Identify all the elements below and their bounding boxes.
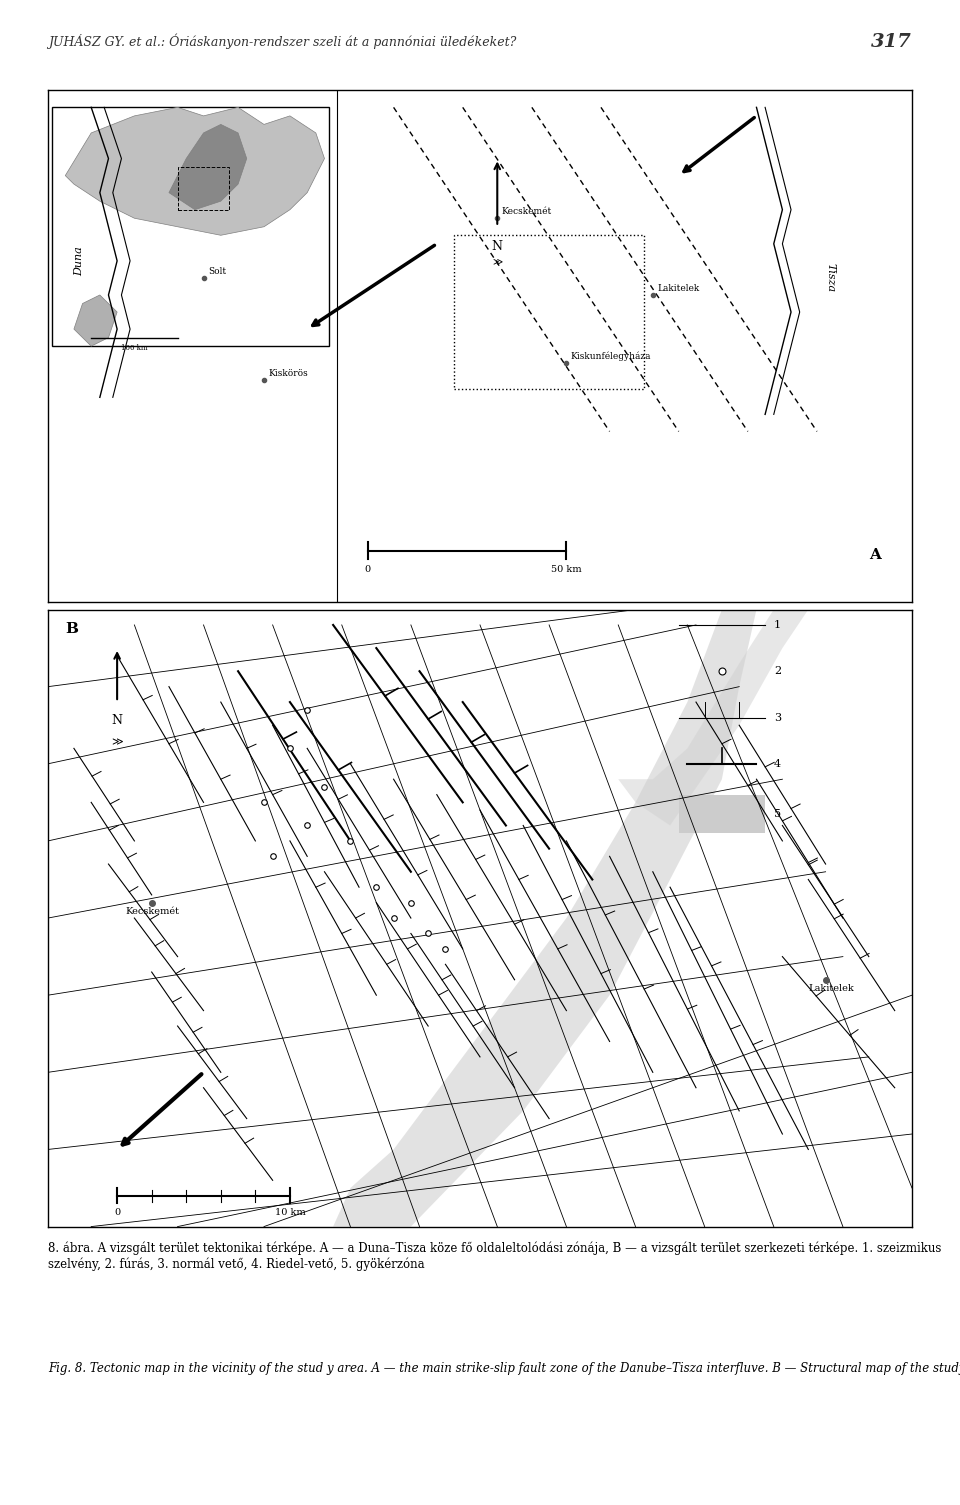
Text: Duna: Duna — [74, 245, 84, 275]
Text: ≫: ≫ — [492, 257, 502, 266]
Text: B: B — [65, 622, 79, 635]
Text: Kiskunfélegyháza: Kiskunfélegyháza — [570, 352, 651, 361]
Text: 5: 5 — [774, 808, 780, 819]
Text: ≫: ≫ — [111, 737, 123, 746]
Polygon shape — [74, 295, 117, 346]
Text: 8. ábra. A vizsgált terület tektonikai térképe. A — a Duna–Tisza köze fő oldalel: 8. ábra. A vizsgált terület tektonikai t… — [48, 1242, 942, 1270]
Text: 4: 4 — [774, 759, 780, 769]
Polygon shape — [65, 107, 324, 235]
Text: 10 km: 10 km — [275, 1209, 305, 1218]
Text: Kiskörös: Kiskörös — [269, 369, 308, 378]
PathPatch shape — [618, 610, 808, 825]
FancyBboxPatch shape — [52, 107, 328, 346]
Text: 0: 0 — [114, 1209, 120, 1218]
Text: 2: 2 — [774, 667, 780, 676]
Text: 317: 317 — [871, 33, 912, 51]
Text: A: A — [869, 548, 880, 563]
Text: 1: 1 — [774, 620, 780, 631]
Text: Lakitelek: Lakitelek — [808, 984, 854, 993]
Text: 3: 3 — [774, 712, 780, 722]
Polygon shape — [169, 125, 247, 209]
PathPatch shape — [333, 610, 756, 1227]
Text: JUHÁSZ GY. et al.: Óriáskanyon-rendszer szeli át a pannóniai üledékeket?: JUHÁSZ GY. et al.: Óriáskanyon-rendszer … — [48, 33, 516, 48]
Text: 100 km: 100 km — [121, 345, 148, 352]
Text: 0: 0 — [365, 566, 371, 573]
Text: Lakitelek: Lakitelek — [657, 284, 700, 292]
Text: Solt: Solt — [207, 266, 226, 275]
FancyBboxPatch shape — [679, 795, 765, 834]
Text: 50 km: 50 km — [551, 566, 582, 573]
Text: Kecskemét: Kecskemét — [126, 908, 180, 917]
Text: N: N — [111, 713, 123, 727]
Text: Fig. 8. Tectonic map in the vicinity of the stud y area. A — the main strike-sli: Fig. 8. Tectonic map in the vicinity of … — [48, 1362, 960, 1376]
Text: Tisza: Tisza — [826, 263, 835, 292]
Text: Kecskemét: Kecskemét — [501, 208, 552, 215]
Text: N: N — [492, 239, 503, 253]
